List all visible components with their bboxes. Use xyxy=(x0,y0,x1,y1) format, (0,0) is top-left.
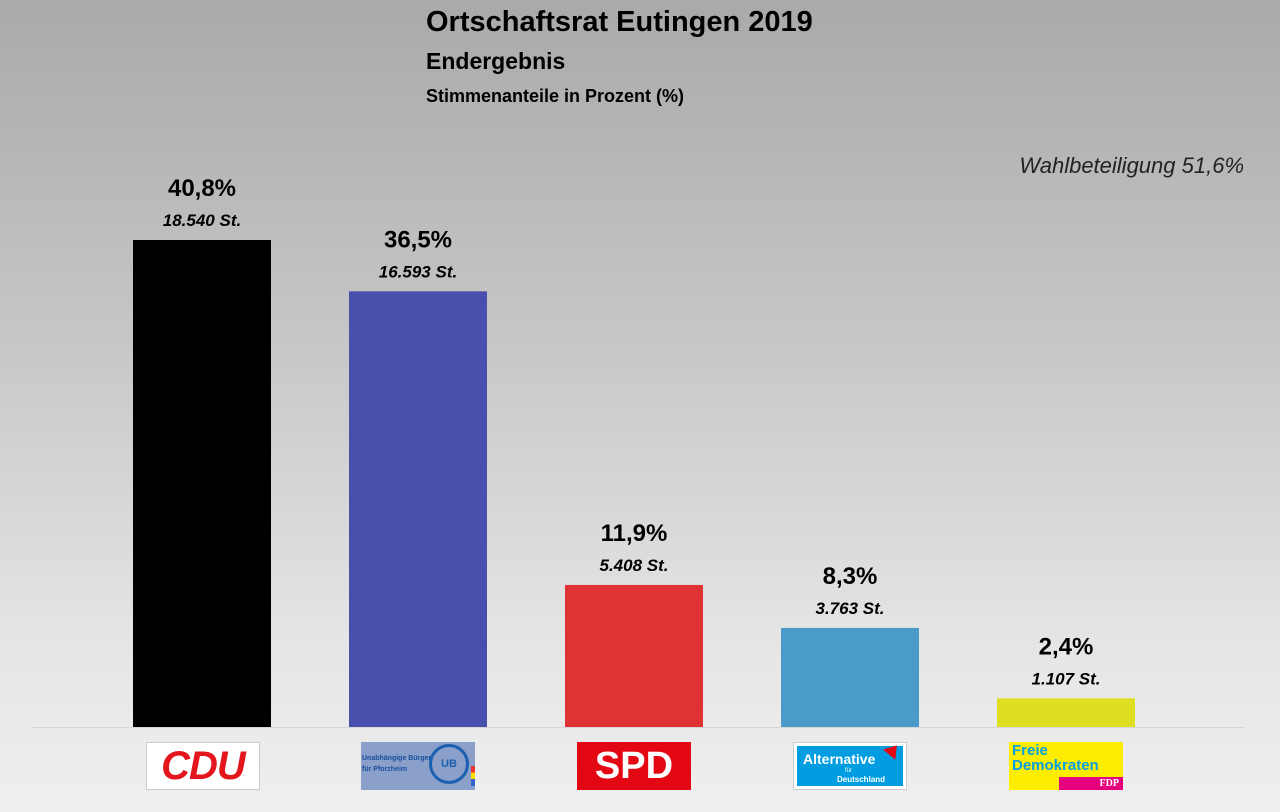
votes-label: 18.540 St. xyxy=(163,211,241,230)
value-label: 36,5% xyxy=(384,226,452,253)
bar-ub xyxy=(349,291,487,727)
cdu-logo-text: CDU xyxy=(161,744,246,788)
spd-logo: SPD xyxy=(577,742,691,790)
afd-logo-text-2: für xyxy=(845,768,853,774)
value-label: 40,8% xyxy=(168,175,236,202)
votes-label: 1.107 St. xyxy=(1032,669,1101,688)
fdp-logo-text-2: Demokraten xyxy=(1012,757,1099,774)
value-label: 2,4% xyxy=(1039,633,1094,660)
afd-arrow-icon xyxy=(883,743,903,760)
ub-logo-stripe xyxy=(471,766,475,786)
ub-logo-text-2: für Pforzheim xyxy=(362,766,408,773)
cdu-logo: CDU xyxy=(146,742,260,790)
chart-subtitle: Endergebnis xyxy=(426,48,566,74)
value-label: 8,3% xyxy=(823,563,878,590)
fdp-logo: Freie Demokraten FDP xyxy=(1009,742,1123,790)
ub-logo-text-1: Unabhängige Bürger xyxy=(362,755,432,762)
votes-label: 16.593 St. xyxy=(379,262,457,281)
bar-afd xyxy=(781,627,919,727)
turnout-annotation: Wahlbeteiligung 51,6% xyxy=(1019,153,1244,178)
afd-logo: Alternative für Deutschland xyxy=(793,742,907,790)
fdp-logo-text-1: Freie xyxy=(1012,742,1048,759)
spd-logo-text: SPD xyxy=(594,745,674,787)
votes-label: 5.408 St. xyxy=(600,556,669,575)
ub-logo: Unabhängige Bürger für Pforzheim UB xyxy=(361,742,475,790)
afd-logo-text-3: Deutschland xyxy=(837,775,886,784)
chart-title: Ortschaftsrat Eutingen 2019 xyxy=(426,6,813,38)
afd-logo-text-1: Alternative xyxy=(803,751,876,767)
votes-label: 3.763 St. xyxy=(816,599,885,618)
y-axis-label: Stimmenanteile in Prozent (%) xyxy=(426,86,685,106)
bar-spd xyxy=(565,584,703,727)
value-label: 11,9% xyxy=(601,520,668,547)
fdp-logo-text-3: FDP xyxy=(1059,777,1123,790)
bar-fdp xyxy=(997,698,1135,727)
bar-cdu xyxy=(133,240,271,727)
ub-logo-emblem: UB xyxy=(429,744,469,784)
